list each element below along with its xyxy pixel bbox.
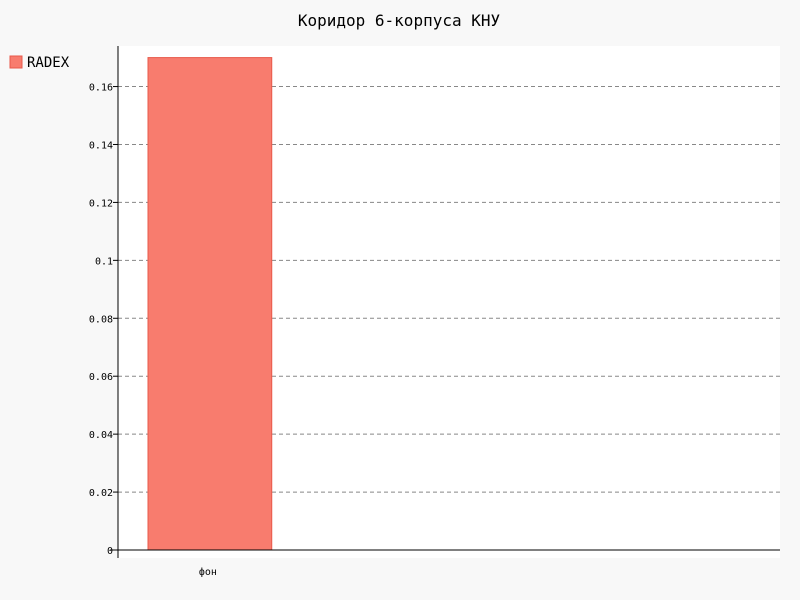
- legend[interactable]: RADEX: [9, 55, 70, 71]
- bar-radex[interactable]: [147, 57, 273, 551]
- y-tick-label: 0.14: [89, 140, 113, 151]
- grid-lines: [118, 86, 780, 493]
- y-tick-label: 0.08: [89, 314, 113, 325]
- y-tick-label: 0.02: [89, 488, 113, 499]
- legend-label-radex[interactable]: RADEX: [27, 55, 70, 71]
- y-tick-labels: 0 0.02 0.04 0.06 0.08 0.1 0.12 0.14 0.16: [89, 83, 118, 557]
- chart-title: Коридор 6-корпуса КНУ: [298, 11, 501, 30]
- x-tick-label: фон: [199, 566, 217, 578]
- y-tick-label: 0.1: [95, 256, 113, 267]
- y-tick-label: 0.12: [89, 198, 113, 209]
- y-tick-label: 0.16: [89, 83, 113, 94]
- bars: [147, 57, 273, 551]
- x-tick-labels: фон: [199, 566, 217, 578]
- y-tick-label: 0.04: [89, 430, 113, 441]
- y-tick-label: 0: [107, 546, 113, 557]
- legend-swatch-radex[interactable]: [9, 55, 23, 69]
- y-tick-label: 0.06: [89, 372, 113, 383]
